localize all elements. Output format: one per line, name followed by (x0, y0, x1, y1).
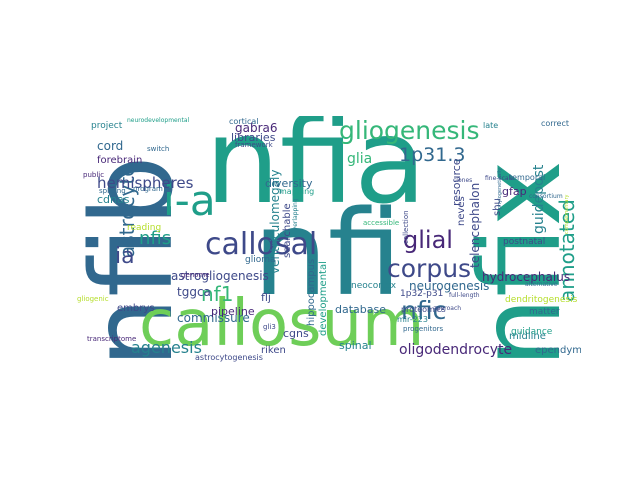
cloud-word: complementary (564, 194, 570, 234)
cloud-word: nf1 (201, 282, 234, 306)
cloud-word: hemispheres (97, 174, 194, 192)
cloud-word: ia (115, 244, 135, 269)
cloud-word: gliogenesis (339, 116, 480, 145)
word-cloud: nfib nfia nfi nfix callosum i-a gliogene… (77, 116, 581, 368)
cloud-word: cdnas (97, 193, 130, 206)
cloud-word: glioma (245, 255, 276, 265)
cloud-word: genome (181, 271, 210, 279)
cloud-word: full-length (449, 292, 480, 299)
cloud-word: midline (509, 331, 546, 342)
cloud-word: database (335, 303, 386, 316)
cloud-word: collection (402, 210, 410, 244)
cloud-word: cgns (283, 327, 309, 340)
cloud-word: hippocampus (306, 258, 317, 326)
cloud-word: flj (261, 291, 271, 304)
cloud-word: nfis (139, 228, 172, 249)
cloud-word: cord (97, 139, 124, 153)
cloud-word: hydrocephalus (482, 270, 571, 284)
cloud-word: neocortex (351, 281, 397, 291)
cloud-word: mapping (279, 187, 315, 196)
cloud-word: matter (529, 307, 560, 317)
cloud-word: developmental (318, 261, 329, 336)
cloud-word: spinal (339, 339, 372, 352)
cloud-word: gliogenic (77, 295, 109, 303)
cloud-word: mir-223 (397, 315, 428, 324)
cloud-word: oligodendrocyte (399, 342, 513, 358)
cloud-word: astrocytogenesis (195, 353, 263, 362)
cloud-word: temporal (509, 173, 546, 182)
cloud-word: progenitors (403, 325, 444, 333)
cloud-word: splicing (99, 187, 126, 195)
cloud-word: 1p32-p31 (400, 289, 444, 299)
cloud-word: tggca (177, 285, 211, 299)
cloud-word: cortical (229, 117, 259, 126)
cloud-word: gfap (502, 185, 527, 198)
cloud-word: gabra6 (235, 121, 278, 135)
cloud-word: i-a (163, 176, 216, 225)
cloud-word: consortium (529, 193, 563, 200)
cloud-word: neves (456, 196, 467, 226)
cloud-word: late (483, 121, 499, 130)
cloud-word: nfi (253, 184, 403, 322)
cloud-word: gli3 (263, 323, 276, 331)
cloud-word: nfic (401, 296, 447, 325)
cloud-word: switch (147, 145, 170, 153)
cloud-word: alternative (525, 281, 558, 288)
cloud-word: overlapping (292, 198, 299, 234)
cloud-word: fine-scale (485, 175, 514, 182)
cloud-word: commissure (177, 311, 250, 325)
cloud-word: telencephalon (468, 182, 482, 268)
cloud-word: embrys (117, 303, 155, 314)
cloud-word: transcriptome (87, 335, 137, 343)
cloud-word: diversity (265, 177, 313, 190)
cloud-word: correct (541, 119, 570, 128)
cloud-word: glial (403, 226, 453, 254)
cloud-word: proteomics (401, 305, 446, 314)
cloud-word: pipeline (211, 305, 255, 318)
cloud-word: forebrain (97, 155, 143, 166)
cloud-word: postnatal (503, 237, 546, 247)
cloud-word: agenesis (131, 338, 202, 357)
cloud-word: callosum (139, 287, 425, 361)
cloud-word: guidance (511, 327, 553, 337)
cloud-word: framework (235, 141, 273, 149)
cloud-word: 1p31.3 (399, 144, 466, 166)
cloud-word: neurodevelopmental (127, 117, 190, 124)
cloud-word: program (133, 185, 163, 193)
cloud-word: ependymal (535, 345, 581, 356)
cloud-word: project (91, 121, 123, 131)
cloud-word: clones (453, 177, 473, 184)
cloud-word: nfia (205, 116, 427, 230)
cloud-word: reading (127, 223, 162, 233)
cloud-word: phylogenetically (497, 167, 503, 209)
cloud-word: riken (261, 345, 286, 356)
cloud-word: nervous (269, 116, 301, 118)
cloud-word: glia (347, 151, 373, 167)
cloud-word: dendritogenesis (505, 295, 578, 305)
cloud-word: libraries (231, 131, 276, 144)
cloud-word: accessible (363, 219, 400, 227)
cloud-word: neurogenesis (409, 279, 490, 293)
cloud-word: approach (433, 305, 462, 312)
cloud-word: astrogliogenesis (171, 269, 269, 283)
cloud-word: corpus (387, 254, 472, 283)
cloud-word: public (83, 171, 105, 179)
cloud-word: callosal (205, 227, 318, 262)
